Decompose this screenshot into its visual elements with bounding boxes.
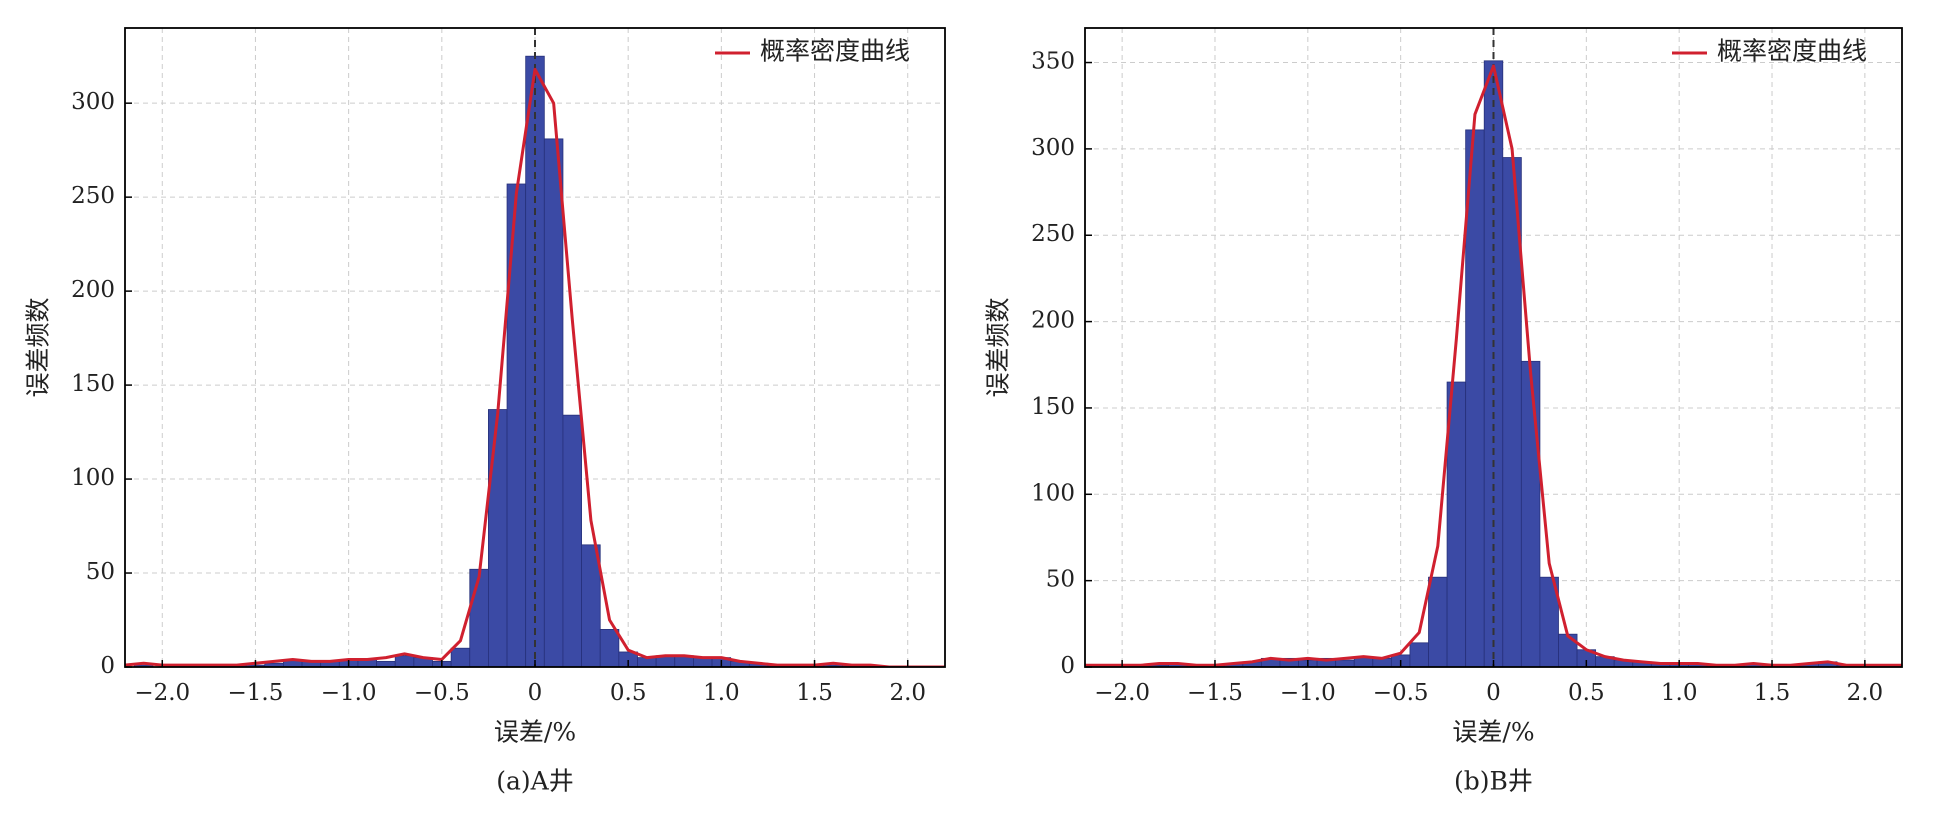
x-tick-label: 2.0 (1847, 680, 1884, 706)
histogram-bar (599, 629, 620, 667)
x-tick-label: 1.0 (1661, 680, 1698, 706)
x-tick-label: 1.0 (703, 680, 740, 706)
y-tick-label: 150 (71, 371, 115, 397)
x-tick-label: −2.0 (1094, 680, 1150, 706)
y-tick-label: 0 (100, 653, 115, 679)
y-tick-label: 300 (1031, 135, 1075, 161)
x-tick-label: −2.0 (134, 680, 190, 706)
y-axis-label: 误差频数 (24, 297, 53, 397)
y-tick-label: 300 (71, 89, 115, 115)
y-tick-label: 150 (1031, 394, 1075, 420)
y-tick-label: 200 (71, 277, 115, 303)
x-tick-label: 0 (1486, 680, 1501, 706)
x-axis-label: 误差/% (1452, 718, 1534, 747)
x-tick-label: 0.5 (1568, 680, 1605, 706)
histogram-bar (581, 544, 601, 667)
histogram-bar (450, 647, 471, 667)
y-tick-label: 100 (1031, 480, 1075, 506)
histogram-bar (394, 655, 415, 667)
x-tick-label: 0 (528, 680, 543, 706)
x-tick-label: −1.0 (321, 680, 377, 706)
histogram-bar (562, 414, 582, 667)
panel: 0 50 100 150 200 250 300 350 −2.0 −1.5 −1.0 −0.5 0 0.… (984, 27, 1903, 796)
x-tick-label: −1.5 (1187, 680, 1243, 706)
caption: (b)B井 (1454, 767, 1533, 796)
y-tick-label: 50 (86, 559, 115, 585)
x-tick-label: 1.5 (1754, 680, 1791, 706)
y-tick-label: 0 (1060, 653, 1075, 679)
histogram-bar (488, 409, 508, 667)
caption: (a)A井 (496, 767, 573, 796)
y-axis-label: 误差频数 (984, 297, 1013, 397)
y-tick-label: 350 (1031, 49, 1075, 75)
histogram-bar (1409, 642, 1429, 667)
plot-area (1085, 28, 1902, 667)
x-tick-label: 0.5 (610, 680, 647, 706)
x-tick-label: −1.0 (1280, 680, 1336, 706)
x-tick-label: 2.0 (889, 680, 926, 706)
axes-frame (124, 27, 946, 668)
histogram-bar (1335, 659, 1355, 667)
axes-frame (1084, 27, 1903, 668)
histogram-bar (469, 568, 489, 667)
legend-label: 概率密度曲线 (760, 37, 910, 66)
x-tick-label: −0.5 (414, 680, 470, 706)
histogram-bar (543, 138, 564, 667)
histogram-bar (525, 55, 545, 667)
y-tick-label: 50 (1046, 567, 1075, 593)
plot-area (125, 28, 945, 667)
y-tick-label: 250 (71, 183, 115, 209)
y-tick-label: 200 (1031, 308, 1075, 334)
y-tick-label: 100 (71, 465, 115, 491)
x-tick-label: −1.5 (228, 680, 284, 706)
histogram-bar (1520, 360, 1541, 667)
panel: 0 50 100 150 200 250 300 −2.0 −1.5 −1.0 −0.5 0 0.5 1.… (24, 27, 946, 796)
density-curve (1085, 64, 1902, 667)
x-tick-label: 1.5 (796, 680, 833, 706)
x-tick-label: −0.5 (1373, 680, 1429, 706)
y-tick-label: 250 (1031, 221, 1075, 247)
histogram-bar (1428, 576, 1448, 667)
legend-label: 概率密度曲线 (1717, 37, 1867, 66)
histogram-bar (133, 664, 154, 667)
density-curve (125, 67, 945, 667)
x-axis-label: 误差/% (494, 718, 576, 747)
